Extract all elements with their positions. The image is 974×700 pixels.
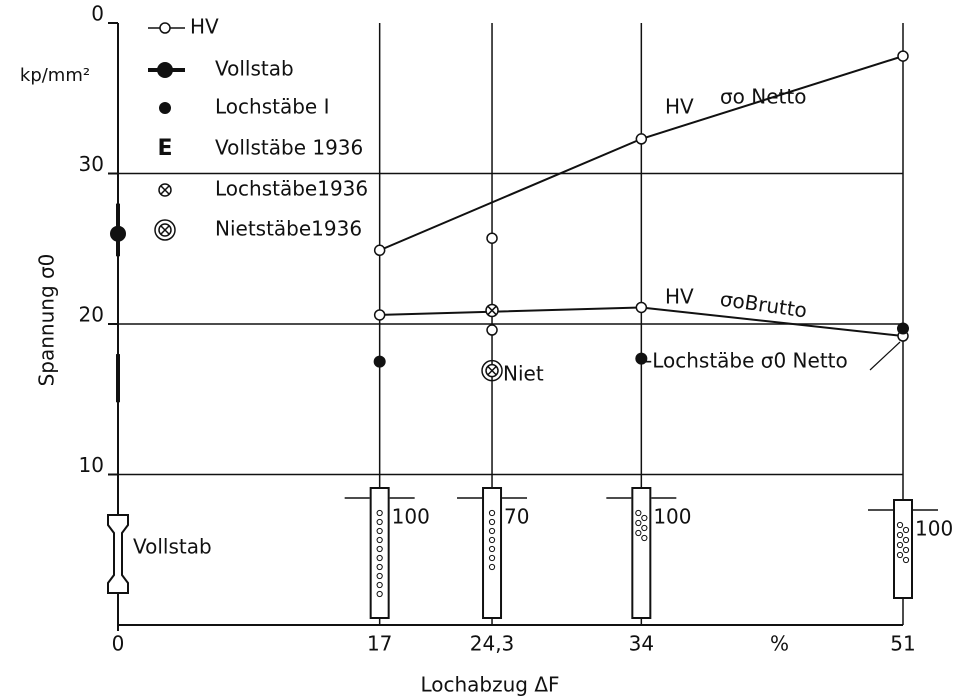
- specimen-hole: [896, 551, 904, 559]
- marker: [635, 133, 648, 145]
- x-tick-label: 34: [629, 632, 654, 656]
- legend-label: HV: [190, 15, 219, 39]
- marker-ring: [154, 219, 176, 241]
- y-tick-label: 10: [79, 453, 104, 477]
- specimen-hole: [376, 536, 383, 544]
- specimen-hole: [376, 572, 383, 580]
- annotation: -Lochstäbe σ0 Netto: [645, 349, 848, 373]
- specimen: [631, 487, 652, 619]
- specimen: [893, 499, 913, 599]
- marker: [485, 303, 499, 318]
- specimen-hole: [488, 536, 496, 544]
- leader: [869, 341, 901, 371]
- specimen-hole: [488, 527, 496, 535]
- marker: [486, 324, 498, 336]
- marker-cross: [487, 366, 497, 376]
- marker: [635, 352, 648, 365]
- y-unit: kp/mm²: [20, 65, 90, 86]
- marker: [897, 50, 909, 62]
- x-axis-label: Lochabzug ΔF: [420, 673, 559, 697]
- specimen-hole: [641, 534, 648, 542]
- specimen-hole: [641, 524, 648, 532]
- specimen-hole: [902, 536, 910, 544]
- marker-cross: [160, 225, 170, 235]
- specimen-label: 70: [504, 505, 529, 529]
- specimen-hole: [896, 531, 904, 539]
- x-tick-label: 51: [890, 632, 915, 656]
- specimen-hole: [376, 581, 383, 589]
- marker: [486, 232, 498, 244]
- specimen-hole: [902, 546, 910, 554]
- marker: [158, 183, 172, 197]
- specimen-hole: [896, 521, 904, 529]
- x-tick-label: 17: [367, 632, 392, 656]
- specimen-hole: [641, 514, 648, 522]
- specimen-label: Vollstab: [133, 535, 212, 559]
- specimen-hole: [488, 518, 496, 526]
- marker: [897, 322, 909, 335]
- y-tick-label: 20: [79, 303, 104, 327]
- specimen-hole: [488, 509, 496, 517]
- specimen-hole: [376, 590, 383, 598]
- marker-cross: [487, 305, 497, 315]
- specimen-hole: [376, 563, 383, 571]
- specimen-hole: [488, 545, 496, 553]
- x-tick-label: 24,3: [470, 632, 515, 656]
- legend-label: Lochstäbe1936: [215, 177, 368, 201]
- marker: [159, 22, 171, 34]
- specimen-hole: [376, 545, 383, 553]
- specimen-label: 100: [653, 505, 691, 529]
- legend-marker: E: [157, 136, 172, 161]
- specimen-hole: [488, 563, 496, 571]
- marker: [635, 301, 648, 314]
- annotation: %: [770, 632, 789, 656]
- specimen-hole: [635, 519, 642, 527]
- y-tick-label: 30: [79, 152, 104, 176]
- legend-label: Nietstäbe1936: [215, 217, 362, 241]
- specimen-hole: [635, 509, 642, 517]
- specimen-label: 100: [392, 505, 430, 529]
- specimen-hole: [376, 527, 383, 535]
- specimen-hole: [376, 554, 383, 562]
- specimen-hole: [902, 526, 910, 534]
- specimen-hole: [488, 554, 496, 562]
- annotation: HV: [665, 95, 694, 119]
- y-axis-label: Spannung σ0: [35, 254, 59, 387]
- x-tick-label: 0: [112, 632, 125, 656]
- specimen-hole: [376, 509, 383, 517]
- y-tick-label: 0: [91, 2, 104, 26]
- legend-label: Vollstäbe 1936: [215, 136, 363, 160]
- legend-label: Vollstab: [215, 57, 294, 81]
- specimen-hole: [635, 529, 642, 537]
- marker: [373, 309, 386, 321]
- specimen-label: 100: [915, 517, 953, 541]
- marker: [154, 219, 176, 241]
- marker: [481, 359, 503, 382]
- marker: [157, 62, 173, 78]
- specimen: [482, 487, 503, 619]
- marker: [373, 355, 386, 368]
- marker-cross: [160, 185, 170, 195]
- marker-ring: [481, 359, 503, 382]
- specimen-hole: [376, 518, 383, 526]
- specimen-hole: [896, 541, 904, 549]
- legend-label: Lochstäbe I: [215, 95, 329, 119]
- specimen: [107, 514, 129, 594]
- annotation: Niet: [503, 362, 544, 386]
- marker: [159, 102, 171, 114]
- specimen: [369, 487, 390, 619]
- annotation: HV: [665, 285, 694, 309]
- marker: [373, 244, 386, 257]
- annotation: σo Netto: [720, 85, 806, 109]
- specimen-hole: [902, 556, 910, 564]
